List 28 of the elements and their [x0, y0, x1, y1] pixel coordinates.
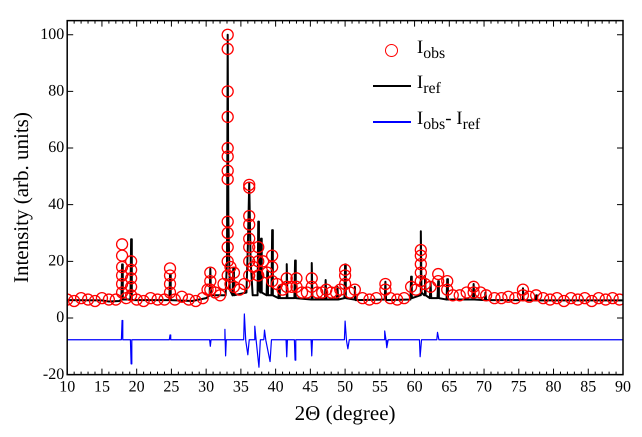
- x-tick-label: 80: [546, 378, 562, 396]
- x-tick-label: 50: [337, 378, 354, 396]
- x-axis-title: 2Θ (degree): [294, 400, 396, 425]
- y-tick-label: 40: [48, 196, 64, 213]
- y-tick-label: 20: [48, 252, 64, 270]
- x-tick-label: 40: [268, 378, 284, 396]
- y-tick-label: 80: [48, 82, 64, 100]
- legend-label: I$_{ref}$: [416, 71, 441, 100]
- x-tick-label: 25: [163, 378, 180, 396]
- x-tick-label: 90: [615, 378, 631, 396]
- x-tick-label: 45: [302, 378, 318, 396]
- y-axis-title: Intensity (arb. units): [9, 112, 34, 284]
- x-tick-label: 65: [441, 378, 458, 396]
- x-tick-label: 35: [232, 378, 249, 396]
- y-tick-label: 60: [48, 139, 64, 156]
- x-tick-label: 10: [59, 378, 76, 396]
- x-tick-label: 85: [580, 378, 596, 396]
- x-tick-label: 55: [372, 378, 388, 396]
- y-tick-label: 0: [56, 309, 64, 326]
- x-tick-label: 15: [94, 378, 110, 396]
- legend-label: I$_{obs}$- I$_{ref}$: [416, 107, 480, 135]
- legend-label: I$_{obs}$: [416, 36, 446, 64]
- x-tick-label: 70: [476, 378, 492, 396]
- x-tick-label: 20: [128, 378, 145, 396]
- x-tick-label: 75: [510, 378, 527, 396]
- x-tick-label: 30: [198, 378, 214, 396]
- y-tick-label: 100: [40, 26, 64, 43]
- x-tick-label: 60: [406, 378, 423, 396]
